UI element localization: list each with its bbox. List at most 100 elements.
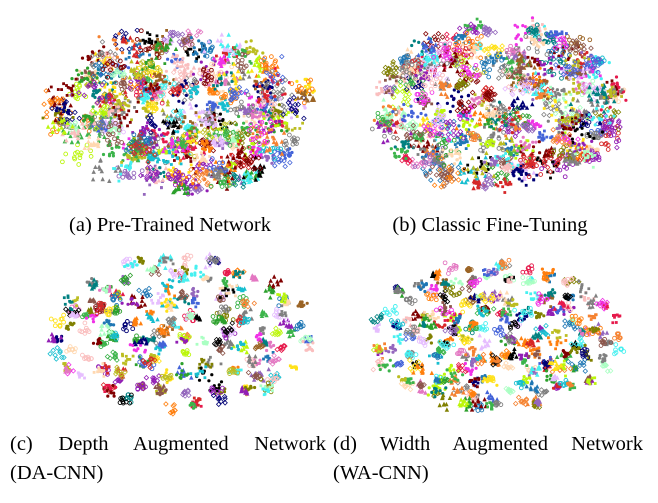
scatter-point	[499, 155, 503, 159]
scatter-point	[107, 49, 114, 55]
scatter-point	[295, 95, 301, 100]
scatter-point	[107, 178, 112, 183]
scatter-point	[285, 126, 289, 129]
scatter-point	[261, 130, 267, 135]
scatter-point	[259, 99, 265, 104]
scatter-point	[229, 138, 234, 143]
scatter-point	[196, 85, 200, 89]
scatter-point	[144, 148, 150, 155]
scatter-point	[111, 131, 115, 134]
scatter-point	[157, 151, 161, 155]
scatter-point	[221, 89, 225, 93]
scatter-point	[209, 61, 214, 67]
scatter-point	[89, 73, 93, 76]
scatter-point	[88, 57, 92, 61]
scatter-point	[255, 109, 259, 113]
scatter-point	[141, 52, 145, 56]
scatter-point	[248, 137, 254, 142]
scatter-point	[176, 143, 180, 147]
scatter-point	[279, 114, 283, 118]
scatter-point	[184, 153, 188, 157]
scatter-point	[189, 127, 193, 131]
scatter-point	[80, 71, 84, 75]
scatter-point	[262, 139, 268, 144]
scatter-point	[592, 73, 596, 77]
scatter-point	[417, 100, 420, 104]
scatter-point	[569, 93, 573, 96]
scatter-point	[241, 162, 247, 169]
scatter-point	[267, 72, 273, 78]
scatter-point	[169, 144, 174, 149]
scatter-point	[542, 98, 545, 102]
scatter-point	[71, 116, 75, 119]
scatter-point	[54, 129, 60, 135]
scatter-point	[309, 86, 315, 92]
scatter-point	[544, 104, 550, 110]
scatter-point	[145, 100, 149, 104]
scatter-point	[107, 142, 113, 147]
scatter-point	[590, 68, 593, 72]
scatter-point	[265, 97, 269, 101]
scatter-point	[614, 144, 620, 151]
scatter-point	[212, 114, 216, 118]
scatter-point	[208, 101, 212, 104]
scatter-point	[131, 170, 137, 176]
scatter-point	[193, 158, 197, 162]
scatter-point	[397, 82, 404, 89]
scatter-point	[182, 89, 186, 93]
scatter-point	[427, 169, 433, 176]
scatter-point	[260, 106, 264, 110]
scatter-point	[279, 151, 285, 156]
scatter-point	[483, 125, 486, 129]
scatter-point	[147, 112, 153, 118]
scatter-point	[430, 102, 434, 106]
scatter-point	[213, 87, 217, 91]
scatter-point	[603, 133, 609, 138]
scatter-point	[518, 157, 523, 163]
scatter-point	[224, 73, 228, 77]
scatter-point	[160, 177, 166, 182]
scatter-point	[449, 140, 453, 143]
scatter-point	[161, 111, 167, 116]
scatter-point	[577, 142, 581, 146]
scatter-point	[83, 94, 89, 99]
scatter-point	[510, 47, 516, 53]
scatter-point	[190, 83, 194, 88]
scatter-point	[445, 94, 450, 99]
scatter-point	[121, 146, 125, 150]
scatter-point	[131, 132, 137, 138]
scatter-point	[607, 123, 613, 129]
scatter-point	[189, 120, 192, 123]
scatter-point	[153, 132, 157, 136]
scatter-point	[169, 173, 173, 176]
scatter-point	[99, 110, 106, 116]
scatter-point	[206, 72, 211, 78]
scatter-point	[480, 103, 484, 107]
scatter-point	[57, 121, 60, 125]
scatter-point	[82, 145, 87, 150]
scatter-point	[148, 119, 155, 126]
scatter-point	[555, 88, 559, 92]
scatter-point	[182, 66, 187, 71]
scatter-point	[125, 164, 128, 168]
scatter-point	[191, 65, 197, 70]
scatter-point	[394, 89, 401, 95]
scatter-point	[200, 48, 204, 52]
scatter-point	[139, 142, 146, 149]
scatter-point	[128, 51, 131, 55]
scatter-point	[43, 88, 49, 94]
scatter-point	[234, 131, 240, 137]
scatter-point	[231, 90, 237, 96]
scatter-point	[71, 93, 75, 97]
scatter-point	[83, 69, 87, 73]
scatter-point	[131, 149, 137, 156]
scatter-point	[94, 88, 98, 92]
scatter-point	[168, 176, 174, 182]
scatter-point	[219, 83, 223, 87]
scatter-point	[570, 106, 574, 110]
scatter-point	[470, 29, 476, 35]
scatter-point	[139, 39, 142, 43]
scatter-point	[52, 96, 58, 103]
scatter-point	[536, 156, 540, 160]
scatter-point	[221, 71, 225, 75]
